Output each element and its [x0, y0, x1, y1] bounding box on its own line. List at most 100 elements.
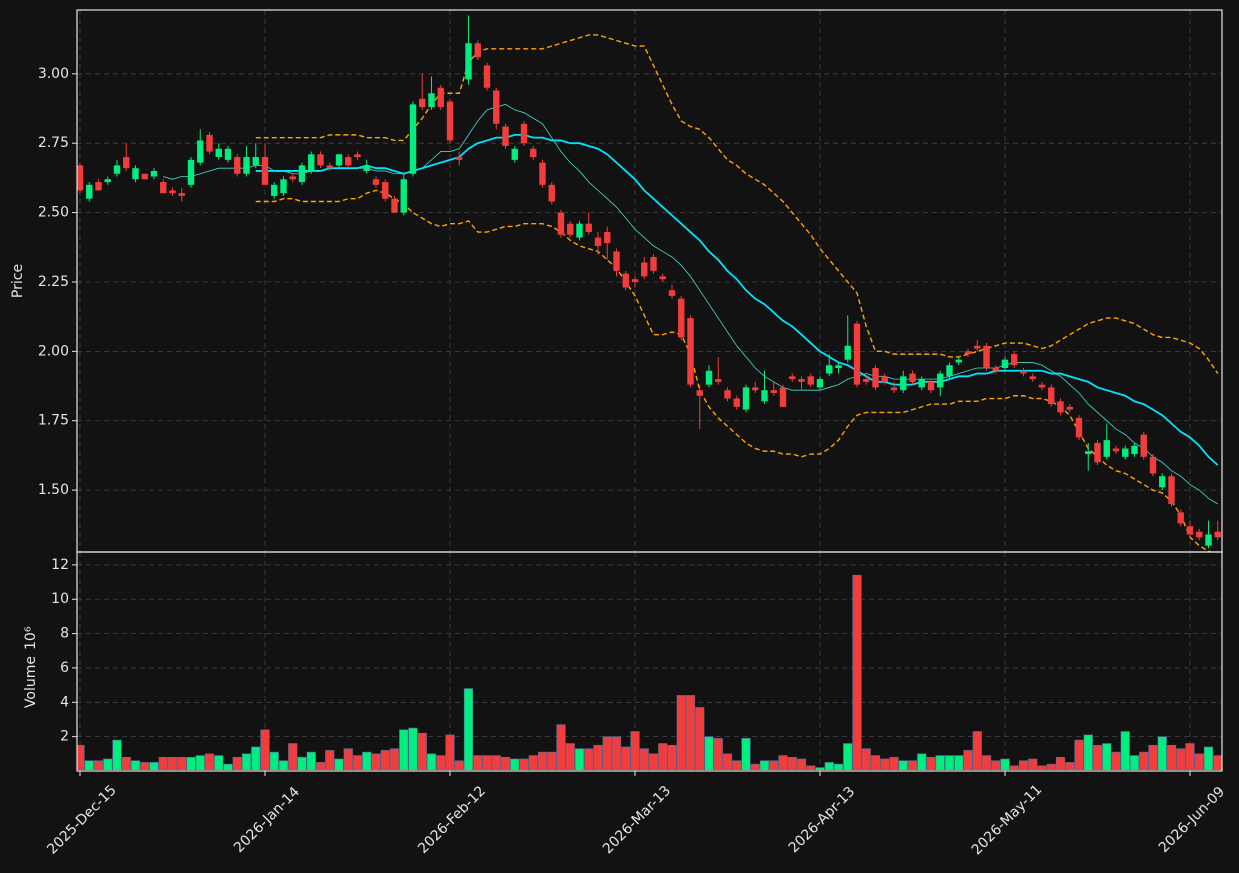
candle-body [1075, 417, 1083, 438]
y-tick-label: 12 [51, 557, 69, 573]
volume-bar [1120, 731, 1130, 770]
y-axis-label: Price [10, 264, 26, 298]
volume-bar [528, 755, 538, 770]
volume-bar [917, 753, 927, 770]
volume-bar [426, 753, 437, 770]
candle-body [576, 223, 583, 238]
volume-bar [833, 763, 844, 770]
candle-body [752, 387, 759, 391]
volume-bar [602, 736, 612, 770]
volume-bar [537, 751, 548, 770]
band-line [255, 189, 1214, 552]
candle-body [169, 190, 176, 194]
y-tick-label: 2.00 [38, 343, 69, 359]
candle-body [1066, 406, 1073, 410]
candle-body [1094, 442, 1101, 463]
volume-bar [658, 743, 668, 770]
candle-body [520, 123, 528, 144]
volume-bar [260, 729, 270, 770]
volume-bar [463, 688, 474, 770]
y-tick-label: 2 [60, 729, 69, 745]
candle-body [1205, 534, 1212, 546]
y-tick-label: 8 [60, 626, 69, 642]
candle-body [641, 262, 648, 277]
grid-layer [77, 10, 1222, 771]
candle-body [798, 379, 805, 382]
candle-body [178, 193, 185, 196]
candle-body [132, 168, 139, 180]
volume-bar [1111, 751, 1121, 770]
volume-bar [574, 748, 585, 770]
volume-bar [362, 751, 372, 770]
candle-body [215, 148, 222, 158]
candle-body [807, 376, 814, 385]
candle-body [150, 170, 158, 177]
candle-body [1214, 531, 1221, 538]
volume-bar [214, 755, 224, 770]
volume-bar [1065, 762, 1075, 770]
candle-body [428, 93, 435, 108]
volume-bar [510, 758, 520, 770]
candle-body [955, 359, 962, 363]
candle-body [687, 318, 694, 385]
candle-body [243, 157, 250, 174]
candle-body [724, 390, 731, 399]
volume-bar [963, 750, 973, 770]
volume-bar [935, 755, 945, 770]
volume-bar [991, 760, 1001, 770]
volume-bar [334, 758, 344, 770]
volume-bar [1139, 751, 1149, 770]
volume-bar [741, 738, 751, 770]
volume-bar [232, 756, 242, 770]
candle-body [113, 165, 121, 174]
candle-body [1131, 445, 1138, 455]
candle-body [280, 179, 287, 194]
candle-body [844, 345, 851, 360]
candle-body [1112, 448, 1120, 452]
volume-bar [685, 695, 696, 770]
candle-body [539, 162, 546, 185]
volume-plot [77, 574, 1222, 770]
candle-body [604, 232, 611, 244]
candle-body [585, 223, 592, 233]
candle-body [1029, 376, 1036, 380]
volume-bar [880, 758, 890, 770]
volume-bar [1148, 744, 1158, 770]
volume-bar [343, 748, 353, 770]
candle-body [456, 157, 463, 160]
candle-body [474, 43, 481, 58]
candle-body [141, 173, 148, 180]
volume-bar [815, 767, 825, 770]
candle-body [206, 134, 213, 152]
candle-body [1122, 448, 1129, 457]
volume-bar [454, 760, 464, 770]
volume-bar [704, 736, 714, 770]
volume-bar [1166, 744, 1177, 770]
volume-bar [630, 731, 640, 770]
candle-body [345, 157, 352, 166]
candle-body [493, 90, 500, 124]
volume-bar [1037, 765, 1047, 770]
volume-bar [223, 763, 233, 770]
volume-bar [926, 756, 936, 770]
volume-bar [1203, 746, 1214, 770]
candle-body [1038, 384, 1046, 388]
volume-bar [436, 755, 446, 770]
volume-bar [1194, 753, 1204, 770]
candle-body [668, 290, 676, 296]
volume-bar [177, 756, 187, 770]
candle-body [409, 104, 417, 174]
candle-body [1168, 476, 1175, 504]
candle-body [391, 198, 398, 213]
volume-bar [417, 732, 427, 770]
candle-body [1011, 354, 1018, 366]
volume-bar [1092, 744, 1103, 770]
candle-body [123, 157, 130, 169]
volume-bar [445, 734, 455, 770]
candle-body [659, 276, 666, 280]
y-tick-label: 6 [60, 660, 69, 676]
candle-body [419, 98, 426, 108]
candle-body [224, 148, 232, 160]
candle-body [622, 273, 629, 288]
